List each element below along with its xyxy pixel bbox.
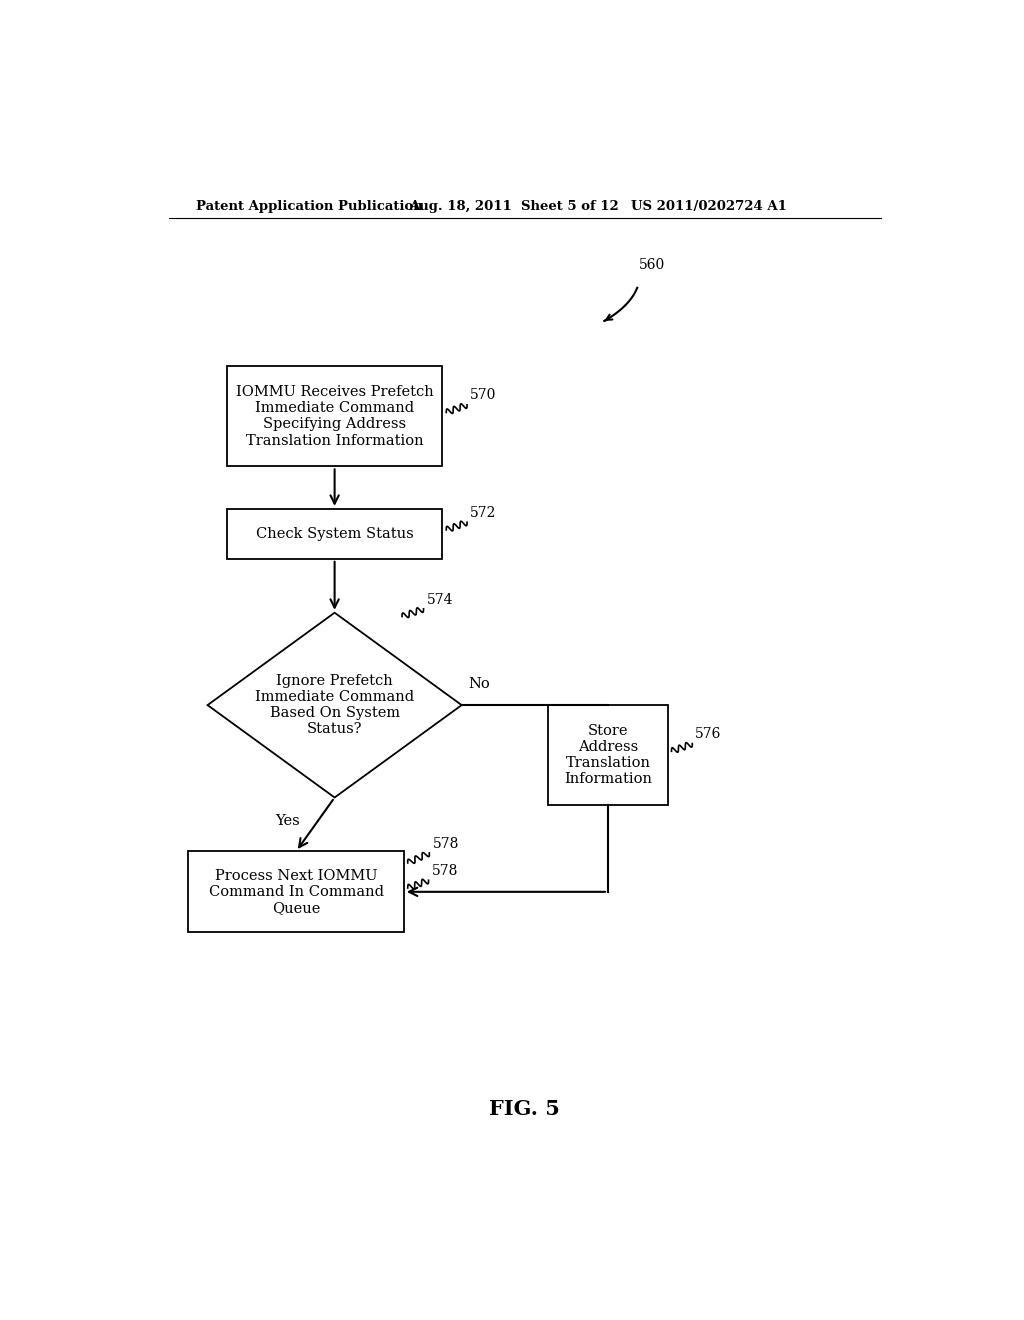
Bar (226, 508, 442, 558)
Text: 560: 560 (639, 259, 665, 272)
Text: 576: 576 (695, 727, 722, 742)
Text: Store
Address
Translation
Information: Store Address Translation Information (564, 723, 652, 787)
Text: Process Next IOMMU
Command In Command
Queue: Process Next IOMMU Command In Command Qu… (209, 869, 384, 915)
Text: No: No (468, 677, 489, 692)
Text: Yes: Yes (275, 813, 300, 828)
Text: 570: 570 (470, 388, 497, 403)
Text: 578: 578 (432, 837, 459, 851)
Text: 578: 578 (432, 865, 458, 878)
Bar (188, 851, 403, 932)
Text: FIG. 5: FIG. 5 (489, 1100, 560, 1119)
Bar (548, 705, 668, 805)
Text: 574: 574 (427, 593, 454, 607)
Text: Patent Application Publication: Patent Application Publication (196, 199, 423, 213)
Text: US 2011/0202724 A1: US 2011/0202724 A1 (631, 199, 786, 213)
Bar (226, 367, 442, 466)
Text: Ignore Prefetch
Immediate Command
Based On System
Status?: Ignore Prefetch Immediate Command Based … (255, 673, 414, 737)
Text: Check System Status: Check System Status (256, 527, 414, 541)
Text: Aug. 18, 2011  Sheet 5 of 12: Aug. 18, 2011 Sheet 5 of 12 (410, 199, 620, 213)
Text: 572: 572 (470, 506, 497, 520)
Polygon shape (208, 612, 462, 797)
Text: IOMMU Receives Prefetch
Immediate Command
Specifying Address
Translation Informa: IOMMU Receives Prefetch Immediate Comman… (236, 385, 433, 447)
